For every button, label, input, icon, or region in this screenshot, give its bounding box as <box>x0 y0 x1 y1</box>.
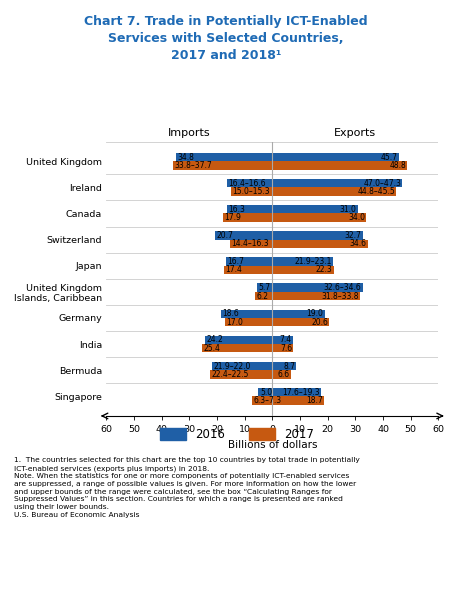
Bar <box>272 388 320 396</box>
Text: 17.0: 17.0 <box>226 317 243 327</box>
Bar <box>272 396 323 405</box>
Bar <box>272 266 333 274</box>
Bar <box>258 388 272 396</box>
Bar <box>272 231 362 240</box>
Bar <box>272 153 398 161</box>
Text: 34.6: 34.6 <box>349 240 366 248</box>
Bar <box>272 205 357 214</box>
Bar <box>252 396 272 405</box>
Bar <box>225 318 272 326</box>
Bar <box>202 344 272 352</box>
Bar <box>210 371 272 379</box>
Text: 24.2: 24.2 <box>206 336 223 345</box>
Text: 20.7: 20.7 <box>216 231 233 240</box>
Text: 34.0: 34.0 <box>347 213 364 222</box>
Text: 5.7: 5.7 <box>258 283 269 292</box>
Text: 22.3: 22.3 <box>315 266 332 274</box>
Text: 48.8: 48.8 <box>388 161 405 170</box>
Bar <box>272 257 332 266</box>
Bar <box>221 310 272 318</box>
Text: 7.6: 7.6 <box>279 344 291 353</box>
Bar <box>272 362 296 371</box>
Text: 18.7: 18.7 <box>305 396 322 405</box>
Text: 5.0: 5.0 <box>259 388 272 396</box>
Bar <box>227 205 272 214</box>
Bar <box>256 283 272 292</box>
Text: 6.2: 6.2 <box>256 291 268 300</box>
Text: 8.7: 8.7 <box>282 362 295 371</box>
Bar <box>229 240 272 248</box>
Bar <box>255 292 272 300</box>
Text: 20.6: 20.6 <box>310 317 327 327</box>
Text: 1.  The countries selected for this chart are the top 10 countries by total trad: 1. The countries selected for this chart… <box>14 457 359 518</box>
Text: 6.3–7.3: 6.3–7.3 <box>253 396 281 405</box>
Text: 15.0–15.3: 15.0–15.3 <box>232 187 269 196</box>
Text: Chart 7. Trade in Potentially ICT-Enabled
Services with Selected Countries,
2017: Chart 7. Trade in Potentially ICT-Enable… <box>84 15 367 62</box>
Text: 19.0: 19.0 <box>306 309 323 318</box>
Bar <box>222 214 272 222</box>
Bar <box>272 344 293 352</box>
X-axis label: Billions of dollars: Billions of dollars <box>227 440 317 450</box>
Bar <box>272 283 362 292</box>
Bar <box>211 362 272 371</box>
Bar <box>226 179 272 188</box>
Text: 31.8–33.8: 31.8–33.8 <box>321 291 358 300</box>
Bar <box>272 161 406 169</box>
Text: 16.7: 16.7 <box>227 257 244 266</box>
Bar <box>272 371 290 379</box>
Bar <box>272 310 324 318</box>
Text: 16.3: 16.3 <box>228 205 245 214</box>
Text: 25.4: 25.4 <box>203 344 220 353</box>
Text: 21.9–23.1: 21.9–23.1 <box>294 257 331 266</box>
Text: Imports: Imports <box>168 128 210 138</box>
Text: 18.6: 18.6 <box>222 309 239 318</box>
Text: 32.7: 32.7 <box>344 231 361 240</box>
Text: Exports: Exports <box>334 128 376 138</box>
Text: 45.7: 45.7 <box>380 153 396 162</box>
Bar <box>272 318 329 326</box>
Bar <box>230 188 272 196</box>
Text: 17.4: 17.4 <box>225 266 242 274</box>
Text: 44.8–45.5: 44.8–45.5 <box>356 187 394 196</box>
Bar <box>272 336 292 344</box>
Text: 17.6–19.3: 17.6–19.3 <box>281 388 319 396</box>
Bar <box>205 336 272 344</box>
Bar <box>272 214 366 222</box>
Text: 17.9: 17.9 <box>224 213 240 222</box>
Text: 6.6: 6.6 <box>276 370 289 379</box>
Text: 31.0: 31.0 <box>339 205 356 214</box>
Bar <box>215 231 272 240</box>
Bar <box>173 161 272 169</box>
Legend: 2016, 2017: 2016, 2017 <box>155 423 318 445</box>
Bar <box>272 292 359 300</box>
Text: 47.0–47.3: 47.0–47.3 <box>363 179 400 188</box>
Text: 32.6–34.6: 32.6–34.6 <box>323 283 360 292</box>
Text: 14.4–16.3: 14.4–16.3 <box>230 240 268 248</box>
Bar <box>272 188 396 196</box>
Bar <box>272 240 367 248</box>
Text: 16.4–16.6: 16.4–16.6 <box>228 179 265 188</box>
Bar <box>272 179 401 188</box>
Text: 21.9–22.0: 21.9–22.0 <box>212 362 250 371</box>
Text: 7.4: 7.4 <box>279 336 291 345</box>
Text: 22.4–22.5: 22.4–22.5 <box>211 370 248 379</box>
Bar <box>224 266 272 274</box>
Text: 33.8–37.7: 33.8–37.7 <box>174 161 212 170</box>
Bar <box>175 153 272 161</box>
Bar <box>226 257 272 266</box>
Text: 34.8: 34.8 <box>177 153 194 162</box>
